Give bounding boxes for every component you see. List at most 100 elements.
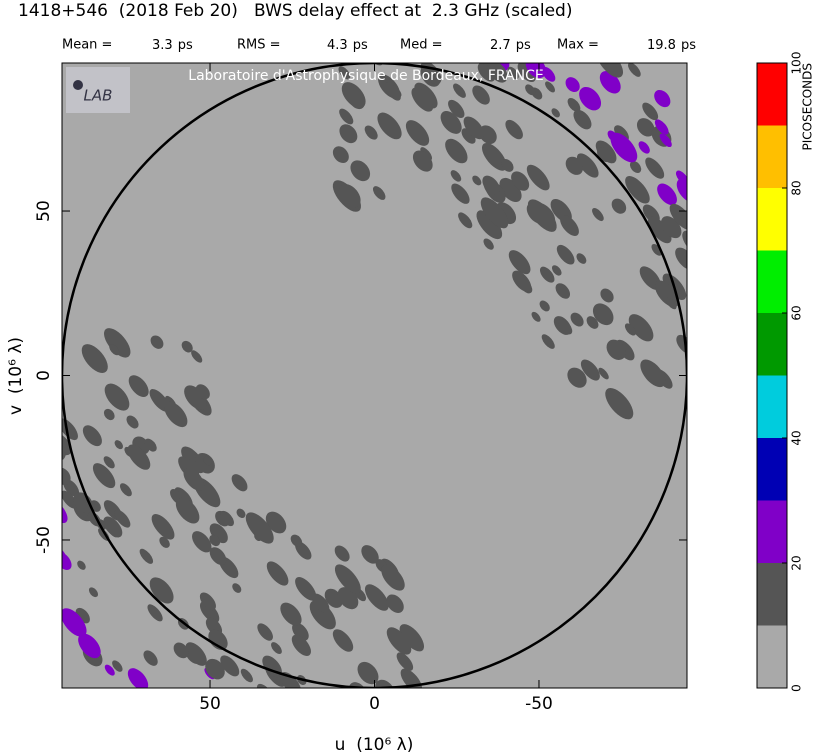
heatmap-cell bbox=[209, 547, 227, 566]
heatmap-cell bbox=[636, 118, 655, 137]
heatmap-cell bbox=[173, 642, 189, 659]
heatmap-cell bbox=[605, 388, 634, 420]
y-tick-label: 0 bbox=[34, 370, 54, 381]
heatmap-cell bbox=[30, 411, 57, 438]
y-tick-label: -50 bbox=[34, 526, 54, 554]
heatmap-cell bbox=[103, 516, 123, 538]
heatmap-cell bbox=[375, 679, 395, 688]
heatmap-cell bbox=[425, 729, 437, 742]
heatmap-cell bbox=[251, 714, 281, 746]
heatmap-cell bbox=[396, 652, 414, 671]
heatmap-cell bbox=[78, 633, 101, 659]
heatmap-cell bbox=[556, 244, 575, 265]
heatmap-cell bbox=[505, 119, 523, 140]
heatmap-cell bbox=[338, 66, 351, 80]
heatmap-cell bbox=[265, 511, 287, 534]
heatmap-cell bbox=[441, 28, 461, 49]
heatmap-cell bbox=[147, 604, 163, 622]
heatmap-cell bbox=[696, 336, 718, 359]
heatmap-cell bbox=[178, 725, 197, 745]
heatmap-cell bbox=[531, 311, 541, 322]
heatmap-cell bbox=[119, 483, 132, 497]
heatmap-cell bbox=[253, 734, 282, 756]
heatmap-cell bbox=[62, 552, 72, 570]
stat-value: 19.8 ps bbox=[647, 38, 696, 53]
heatmap-cell bbox=[73, 492, 94, 514]
heatmap-cell bbox=[586, 316, 599, 329]
logo-dot bbox=[73, 80, 83, 90]
heatmap-cell bbox=[610, 132, 638, 163]
heatmap-cell bbox=[477, 63, 496, 82]
heatmap-cell bbox=[723, 330, 747, 355]
heatmap-cell bbox=[291, 699, 309, 718]
heatmap-cell bbox=[724, 286, 739, 302]
colorbar-label: PICOSECONDS bbox=[801, 63, 815, 150]
heatmap-cell bbox=[451, 183, 470, 204]
watermark: Laboratoire d'Astrophysique de Bordeaux,… bbox=[188, 68, 543, 84]
heatmap-cell bbox=[445, 138, 468, 164]
heatmap-cell bbox=[448, 99, 465, 119]
heatmap-cell bbox=[567, 367, 587, 388]
heatmap-cell bbox=[127, 444, 151, 470]
heatmap-cell bbox=[234, 714, 271, 753]
heatmap-cell bbox=[483, 238, 494, 250]
heatmap-cell bbox=[0, 514, 8, 530]
heatmap-cell bbox=[334, 545, 350, 562]
heatmap-cell bbox=[309, 600, 336, 630]
heatmap-cell bbox=[128, 375, 149, 397]
heatmap-cell bbox=[256, 726, 279, 750]
heatmap-cell bbox=[88, 587, 98, 598]
heatmap-cell bbox=[598, 367, 609, 380]
logo-box bbox=[66, 67, 130, 113]
heatmap-cell bbox=[81, 344, 108, 373]
heatmap-cell bbox=[175, 497, 200, 524]
heatmap-cell bbox=[62, 432, 72, 456]
heatmap-cell bbox=[688, 312, 703, 327]
heatmap-cell bbox=[412, 150, 433, 172]
heatmap-cell bbox=[150, 335, 164, 349]
heatmap-cell bbox=[208, 629, 228, 651]
heatmap-cell bbox=[555, 283, 571, 299]
heatmap-cell bbox=[11, 477, 42, 509]
heatmap-cell bbox=[427, 731, 441, 746]
heatmap-cell bbox=[9, 528, 27, 547]
heatmap-cell bbox=[287, 699, 303, 715]
heatmap-cell bbox=[410, 721, 435, 747]
heatmap-cell bbox=[480, 197, 509, 229]
heatmap-cell bbox=[139, 548, 154, 564]
heatmap-cell bbox=[350, 160, 371, 182]
heatmap-cell bbox=[114, 509, 131, 528]
heatmap-cell bbox=[596, 63, 624, 78]
heatmap-cell bbox=[82, 425, 102, 447]
heatmap-cell bbox=[481, 142, 507, 171]
heatmap-cell bbox=[271, 642, 282, 655]
heatmap-cell bbox=[62, 490, 78, 509]
heatmap-cell bbox=[159, 536, 170, 548]
heatmap-cell bbox=[372, 186, 386, 200]
heatmap-cell bbox=[411, 87, 434, 112]
x-tick-label: 0 bbox=[369, 694, 380, 714]
logo-text: LAB bbox=[84, 87, 113, 105]
heatmap-cell bbox=[461, 128, 476, 144]
colorbar-segment bbox=[757, 375, 787, 438]
heatmap-cell bbox=[22, 432, 55, 466]
heatmap-cell bbox=[408, 707, 424, 724]
heatmap-cell bbox=[151, 514, 175, 540]
x-tick-label: 50 bbox=[199, 694, 221, 714]
heatmap-cell bbox=[192, 531, 212, 553]
heatmap-cell bbox=[62, 608, 87, 637]
heatmap-cell bbox=[104, 664, 115, 676]
y-axis-label: v (10⁶ λ) bbox=[6, 337, 26, 415]
heatmap-cell bbox=[341, 82, 366, 109]
heatmap-cell bbox=[539, 300, 550, 312]
heatmap-cell bbox=[715, 316, 735, 337]
heatmap-cell bbox=[30, 410, 48, 429]
heatmap-cell bbox=[364, 584, 389, 611]
heatmap-cell bbox=[236, 508, 246, 519]
stat-label: Med = bbox=[400, 38, 443, 53]
heatmap-cell bbox=[0, 420, 36, 458]
colorbar-segment bbox=[757, 125, 787, 188]
heatmap-cell bbox=[525, 63, 547, 79]
heatmap-cell bbox=[551, 108, 560, 118]
stat-unit: ps bbox=[353, 38, 368, 53]
